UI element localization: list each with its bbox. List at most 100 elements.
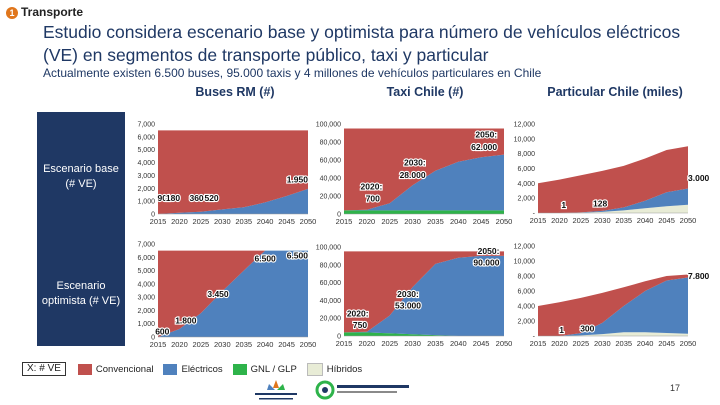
x-tick-label: 2050 bbox=[496, 339, 513, 348]
data-label: 2030: bbox=[404, 157, 426, 167]
y-tick-label: 5,000 bbox=[137, 147, 155, 154]
x-tick-label: 2040 bbox=[450, 217, 467, 226]
legend-swatch-electricos bbox=[163, 364, 177, 375]
y-tick-label: 20,000 bbox=[320, 194, 342, 201]
x-tick-label: 2020 bbox=[551, 339, 568, 348]
y-tick-label: 100,000 bbox=[316, 122, 341, 129]
y-tick-label: 2,000 bbox=[517, 319, 535, 326]
x-tick-label: 2030 bbox=[214, 217, 231, 226]
chart-particular-optimista: -2,0004,0006,0008,00010,00012,0002015 202… bbox=[514, 244, 710, 349]
x-tick-label: 2025 bbox=[381, 217, 398, 226]
x-tick-label: 2030 bbox=[404, 217, 421, 226]
x-tick-label: 2020 bbox=[359, 339, 376, 348]
y-tick-label: 7,000 bbox=[137, 242, 155, 249]
x-tick-label: 2035 bbox=[615, 216, 632, 225]
data-label: 1.800 bbox=[175, 316, 197, 326]
chart-buses-optimista: 01,0002,0003,0004,0005,0006,0007,0002015… bbox=[137, 242, 316, 350]
y-tick-label: 2,000 bbox=[517, 196, 535, 203]
y-tick-label: 20,000 bbox=[320, 316, 342, 323]
x-tick-label: 2030 bbox=[594, 339, 611, 348]
x-tick-label: 2030 bbox=[404, 339, 421, 348]
y-tick-label: 10,000 bbox=[514, 136, 536, 143]
y-tick-label: 4,000 bbox=[137, 160, 155, 167]
y-tick-label: 2,000 bbox=[137, 308, 155, 315]
data-label: 2020: bbox=[361, 182, 383, 192]
data-label: 360 bbox=[189, 193, 203, 203]
y-tick-label: 60,000 bbox=[320, 158, 342, 165]
legend-swatch-convencional bbox=[78, 364, 92, 375]
x-tick-label: 2035 bbox=[615, 339, 632, 348]
x-tick-label: 2025 bbox=[193, 217, 210, 226]
chart-taxi-optimista: 0 20,000 40,000 60,000 80,000 100,000 2015 2020… bbox=[316, 245, 513, 349]
x-tick-label: 2050 bbox=[680, 216, 697, 225]
y-tick-label: 100,000 bbox=[316, 245, 341, 252]
y-tick-label: 6,000 bbox=[137, 255, 155, 262]
legend-label: Convencional bbox=[96, 364, 154, 375]
data-label: 750 bbox=[353, 320, 367, 330]
y-tick-label: 4,000 bbox=[517, 181, 535, 188]
data-label: 3.000 bbox=[688, 173, 710, 183]
y-tick-label: 80,000 bbox=[320, 140, 342, 147]
data-label: 2050: bbox=[475, 130, 497, 140]
chart-taxi-base: 0 20,000 40,000 60,000 80,000 100,000 2015 2020… bbox=[316, 122, 513, 227]
x-tick-label: 2040 bbox=[637, 339, 654, 348]
x-tick-label: 2035 bbox=[427, 339, 444, 348]
page-number: 17 bbox=[670, 383, 680, 393]
x-tick-label: 2020 bbox=[359, 217, 376, 226]
x-tick-label: 2015 bbox=[336, 339, 353, 348]
data-label: 53.000 bbox=[395, 300, 421, 310]
x-tick-label: 2030 bbox=[214, 340, 231, 349]
y-tick-label: 5,000 bbox=[137, 268, 155, 275]
x-tick-label: 2020 bbox=[171, 217, 188, 226]
data-label: 180 bbox=[166, 193, 180, 203]
x-tick-label: 2040 bbox=[450, 339, 467, 348]
data-label: 2020: bbox=[347, 308, 369, 318]
data-label: 28.000 bbox=[400, 170, 426, 180]
x-tick-label: 2025 bbox=[573, 339, 590, 348]
data-label: 2050: bbox=[478, 246, 500, 256]
x-tick-label: 2045 bbox=[473, 339, 490, 348]
x-tick-label: 2025 bbox=[573, 216, 590, 225]
y-tick-label: 2,000 bbox=[137, 186, 155, 193]
x-tick-label: 2045 bbox=[658, 339, 675, 348]
data-label: 6.500 bbox=[255, 253, 277, 263]
y-tick-label: 6,000 bbox=[137, 134, 155, 141]
legend-item-convencional: Convencional bbox=[78, 364, 154, 375]
chart-particular-base: -2,0004,0006,0008,00010,00012,0002015 202… bbox=[514, 122, 710, 226]
x-tick-label: 2015 bbox=[336, 217, 353, 226]
y-tick-label: 10,000 bbox=[514, 259, 536, 266]
data-label: 3.450 bbox=[207, 289, 229, 299]
energia-logo bbox=[251, 378, 301, 404]
legend-label: Híbridos bbox=[327, 364, 362, 375]
x-tick-label: 2020 bbox=[171, 340, 188, 349]
x-tick-label: 2025 bbox=[193, 340, 210, 349]
legend-label: GNL / GLP bbox=[251, 364, 297, 375]
area-gnl bbox=[344, 210, 504, 214]
x-tick-label: 2015 bbox=[150, 340, 167, 349]
x-tick-label: 2035 bbox=[427, 217, 444, 226]
y-tick-label: 6,000 bbox=[517, 166, 535, 173]
y-tick-label: 12,000 bbox=[514, 122, 536, 129]
data-label: 1 bbox=[561, 200, 566, 210]
x-tick-label: 2050 bbox=[300, 217, 317, 226]
y-tick-label: 6,000 bbox=[517, 289, 535, 296]
x-tick-label: 2050 bbox=[680, 339, 697, 348]
y-tick-label: 7,000 bbox=[137, 122, 155, 129]
data-label: 62.000 bbox=[471, 142, 497, 152]
y-tick-label: 1,000 bbox=[137, 199, 155, 206]
y-tick-label: 80,000 bbox=[320, 262, 342, 269]
data-label: 520 bbox=[204, 193, 218, 203]
legend-item-gnl: GNL / GLP bbox=[233, 364, 297, 375]
x-tick-label: 2040 bbox=[257, 340, 274, 349]
x-tick-label: 2015 bbox=[530, 216, 547, 225]
data-label: 1 bbox=[559, 325, 564, 335]
x-tick-label: 2035 bbox=[235, 217, 252, 226]
data-label: 600 bbox=[155, 326, 169, 336]
charts-canvas: 01,0002,0003,0004,0005,0006,0007,0002015… bbox=[0, 0, 720, 405]
data-label: 1.950 bbox=[287, 175, 309, 185]
legend-swatch-gnl bbox=[233, 364, 247, 375]
gobierno-logo bbox=[313, 378, 433, 404]
x-tick-label: 2025 bbox=[381, 339, 398, 348]
x-tick-label: 2020 bbox=[551, 216, 568, 225]
x-tick-label: 2015 bbox=[150, 217, 167, 226]
